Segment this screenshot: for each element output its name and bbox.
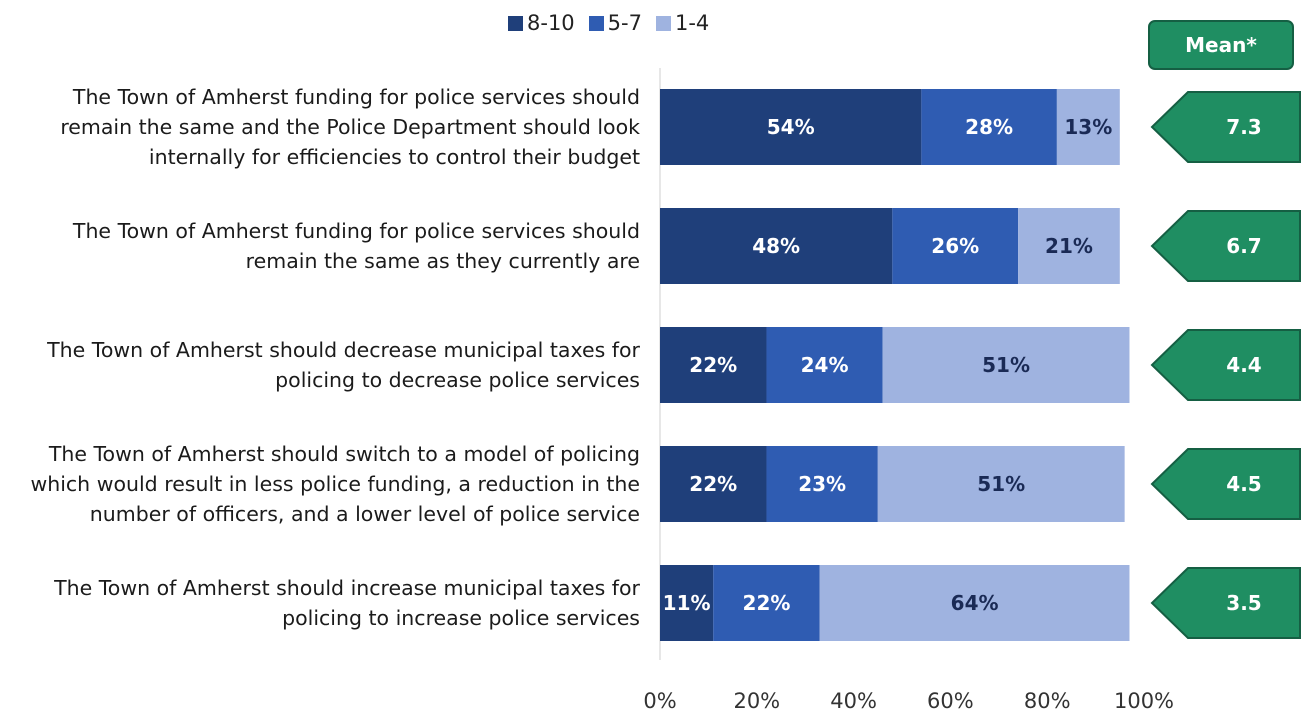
- category-label: The Town of Amherst funding for police s…: [72, 219, 640, 273]
- bar-segment: [766, 327, 883, 403]
- legend-label: 1-4: [674, 11, 710, 35]
- data-label: 28%: [965, 115, 1013, 139]
- data-label: 22%: [689, 353, 737, 377]
- legend-item: 5-7: [588, 11, 642, 35]
- mean-arrow-box: 3.5: [1150, 566, 1302, 640]
- bar-segment: [1018, 208, 1120, 284]
- category-label: The Town of Amherst should decrease muni…: [47, 338, 640, 392]
- bar-segment: [921, 89, 1057, 165]
- data-label: 21%: [1045, 234, 1093, 258]
- data-label: 11%: [663, 591, 711, 615]
- data-label: 54%: [767, 115, 815, 139]
- bar-segment: [660, 208, 893, 284]
- mean-arrow-box: 7.3: [1150, 90, 1302, 164]
- data-label: 22%: [689, 472, 737, 496]
- mean-arrow-shape: [1150, 329, 1301, 401]
- data-label: 26%: [931, 234, 979, 258]
- bar-segment: [877, 446, 1125, 522]
- data-label: 22%: [743, 591, 791, 615]
- legend-swatch: [588, 15, 604, 31]
- bar-segment: [660, 446, 767, 522]
- mean-value: 4.5: [1226, 472, 1262, 496]
- mean-arrow-box: 6.7: [1150, 209, 1302, 283]
- category-label: The Town of Amherst funding for police s…: [60, 85, 640, 169]
- x-tick-label: 20%: [733, 689, 780, 712]
- bar-segment: [1056, 89, 1120, 165]
- bar-segment: [892, 208, 1019, 284]
- bar-segment: [660, 89, 922, 165]
- legend-swatch: [655, 15, 671, 31]
- x-tick-label: 60%: [927, 689, 974, 712]
- bar-segment: [819, 565, 1130, 641]
- mean-arrow-shape: [1150, 210, 1301, 282]
- x-tick-label: 100%: [1114, 689, 1174, 712]
- mean-arrow-box: 4.5: [1150, 447, 1302, 521]
- mean-arrow-shape: [1150, 567, 1301, 639]
- bar-segment: [766, 446, 878, 522]
- bar-segment: [660, 565, 714, 641]
- legend-item: 1-4: [655, 11, 710, 35]
- mean-arrow-box: 4.4: [1150, 328, 1302, 402]
- legend-label: 5-7: [607, 11, 642, 35]
- bar-segment: [713, 565, 820, 641]
- mean-header: Mean*: [1148, 20, 1294, 70]
- bar-segment: [882, 327, 1130, 403]
- data-label: 64%: [951, 591, 999, 615]
- legend-item: 8-10: [508, 11, 575, 35]
- x-tick-label: 80%: [1024, 689, 1071, 712]
- data-label: 24%: [801, 353, 849, 377]
- category-label: The Town of Amherst should switch to a m…: [30, 442, 640, 526]
- mean-value: 6.7: [1226, 234, 1262, 258]
- mean-value: 7.3: [1226, 115, 1262, 139]
- legend: 8-10 5-7 1-4: [508, 8, 709, 38]
- mean-arrow-shape: [1150, 448, 1301, 520]
- bar-segment: [660, 327, 767, 403]
- mean-value: 3.5: [1226, 591, 1262, 615]
- x-tick-label: 40%: [830, 689, 877, 712]
- x-tick-label: 0%: [643, 689, 676, 712]
- category-label: The Town of Amherst should increase muni…: [54, 576, 640, 630]
- data-label: 51%: [977, 472, 1025, 496]
- data-label: 48%: [752, 234, 800, 258]
- data-label: 23%: [798, 472, 846, 496]
- mean-value: 4.4: [1226, 353, 1262, 377]
- legend-label: 8-10: [527, 11, 575, 35]
- legend-swatch: [508, 15, 523, 31]
- data-label: 13%: [1064, 115, 1112, 139]
- mean-arrow-shape: [1150, 91, 1301, 163]
- data-label: 51%: [982, 353, 1030, 377]
